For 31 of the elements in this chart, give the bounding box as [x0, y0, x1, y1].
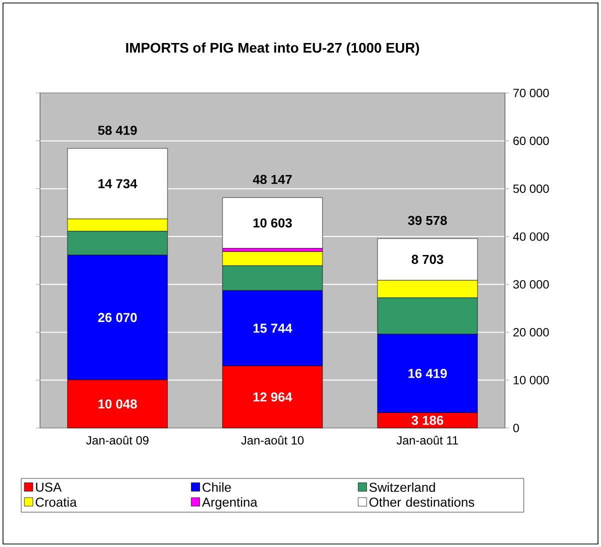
x-tick-label: Jan-août 11 — [396, 436, 458, 445]
data-label: 26 070 — [98, 312, 137, 322]
y-tick-label: 10 000 — [514, 376, 549, 384]
data-label: 8 703 — [412, 254, 444, 264]
y-tick-label: 30 000 — [513, 280, 549, 289]
legend-label: Switzerland — [369, 482, 435, 492]
data-label: 10 603 — [254, 218, 292, 228]
legend-label: Other destinations — [369, 497, 474, 507]
legend-label: Chile — [202, 482, 231, 492]
chart-title: IMPORTS of PIG Meat into EU-27 (1000 EUR) — [126, 42, 420, 56]
total-label: 58 419 — [98, 126, 137, 135]
total-label: 39 578 — [408, 216, 447, 226]
y-tick-label: 70 000 — [513, 88, 549, 98]
x-tick-label: Jan-août 10 — [241, 436, 304, 445]
data-label: 12 964 — [254, 392, 292, 402]
data-label: 15 744 — [254, 324, 292, 333]
y-tick-label: 40 000 — [513, 232, 549, 241]
data-label: 3 186 — [412, 416, 444, 425]
data-label: 10 048 — [98, 399, 137, 409]
x-tick-label: Jan-août 09 — [86, 436, 148, 445]
legend-label: Argentina — [202, 497, 258, 510]
legend-label: USA — [36, 482, 62, 492]
total-label: 48 147 — [252, 174, 292, 184]
y-tick-label: 0 — [513, 424, 519, 432]
bar — [222, 197, 323, 249]
data-label: 16 419 — [408, 368, 447, 378]
y-tick-label: 60 000 — [513, 136, 549, 146]
y-tick-label: 20 000 — [513, 328, 549, 336]
legend-label: Croatia — [36, 497, 77, 507]
data-label: 14 734 — [98, 179, 138, 188]
y-tick-label: 50 000 — [513, 184, 549, 193]
